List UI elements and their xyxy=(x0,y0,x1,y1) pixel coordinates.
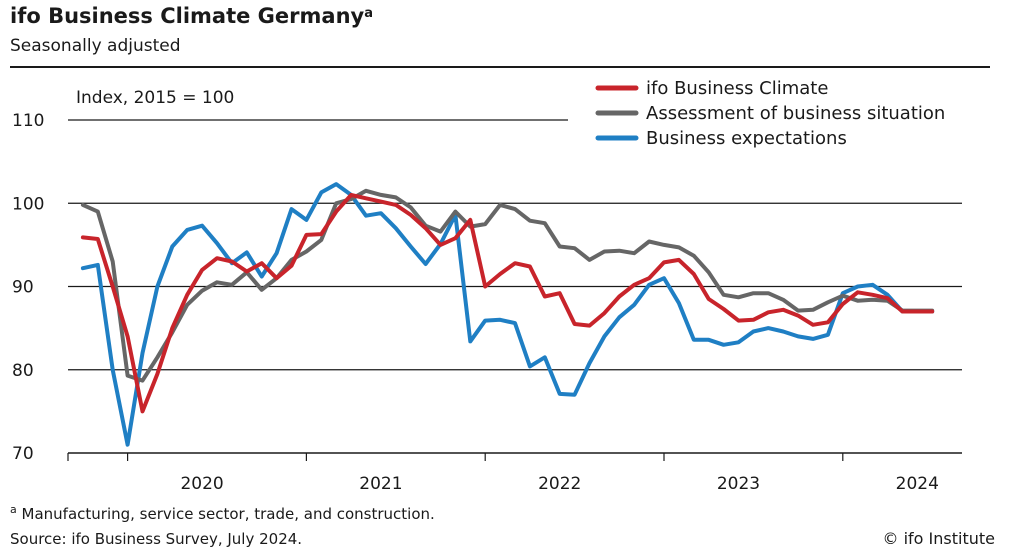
x-tick-label-2020: 2020 xyxy=(180,474,223,494)
x-tick-label-2022: 2022 xyxy=(538,474,581,494)
y-tick-label-100: 100 xyxy=(12,194,44,214)
chart-title: ifo Business Climate Germanya xyxy=(10,4,373,28)
x-tick-label-2024: 2024 xyxy=(896,474,939,494)
y-tick-label-110: 110 xyxy=(12,111,44,131)
footnote-marker: a xyxy=(10,503,17,516)
unit-label: Index, 2015 = 100 xyxy=(76,88,234,108)
unit-label-background xyxy=(70,80,250,112)
series-line-2 xyxy=(80,182,935,447)
source-note: Source: ifo Business Survey, July 2024. xyxy=(10,530,303,548)
title-footnote-marker: a xyxy=(364,6,373,21)
legend: ifo Business Climate Assessment of busine… xyxy=(595,78,945,149)
y-tick-label-90: 90 xyxy=(12,278,34,298)
footnote-text: Manufacturing, service sector, trade, an… xyxy=(21,505,435,523)
legend-label-2: Business expectations xyxy=(646,128,847,149)
y-tick-label-80: 80 xyxy=(12,361,34,381)
series-line-1 xyxy=(80,188,935,383)
line-chart: 70 80 90 100 110 2020 2021 2022 2023 2024 Index, … xyxy=(12,78,962,494)
legend-label-0: ifo Business Climate xyxy=(646,78,828,99)
copyright-notice: © ifo Institute xyxy=(882,529,995,548)
chart-title-text: ifo Business Climate Germany xyxy=(10,4,365,28)
title-divider xyxy=(10,66,990,68)
series-line-0 xyxy=(80,192,935,414)
x-tick-label-2023: 2023 xyxy=(717,474,760,494)
axis-layer: 70 80 90 100 110 2020 2021 2022 2023 2024 xyxy=(12,111,962,494)
legend-label-1: Assessment of business situation xyxy=(646,103,945,124)
x-tick-label-2021: 2021 xyxy=(359,474,402,494)
series-layer xyxy=(80,182,935,447)
chart-subtitle: Seasonally adjusted xyxy=(10,36,181,56)
footnote: a Manufacturing, service sector, trade, … xyxy=(10,503,435,523)
y-tick-label-70: 70 xyxy=(12,444,34,464)
